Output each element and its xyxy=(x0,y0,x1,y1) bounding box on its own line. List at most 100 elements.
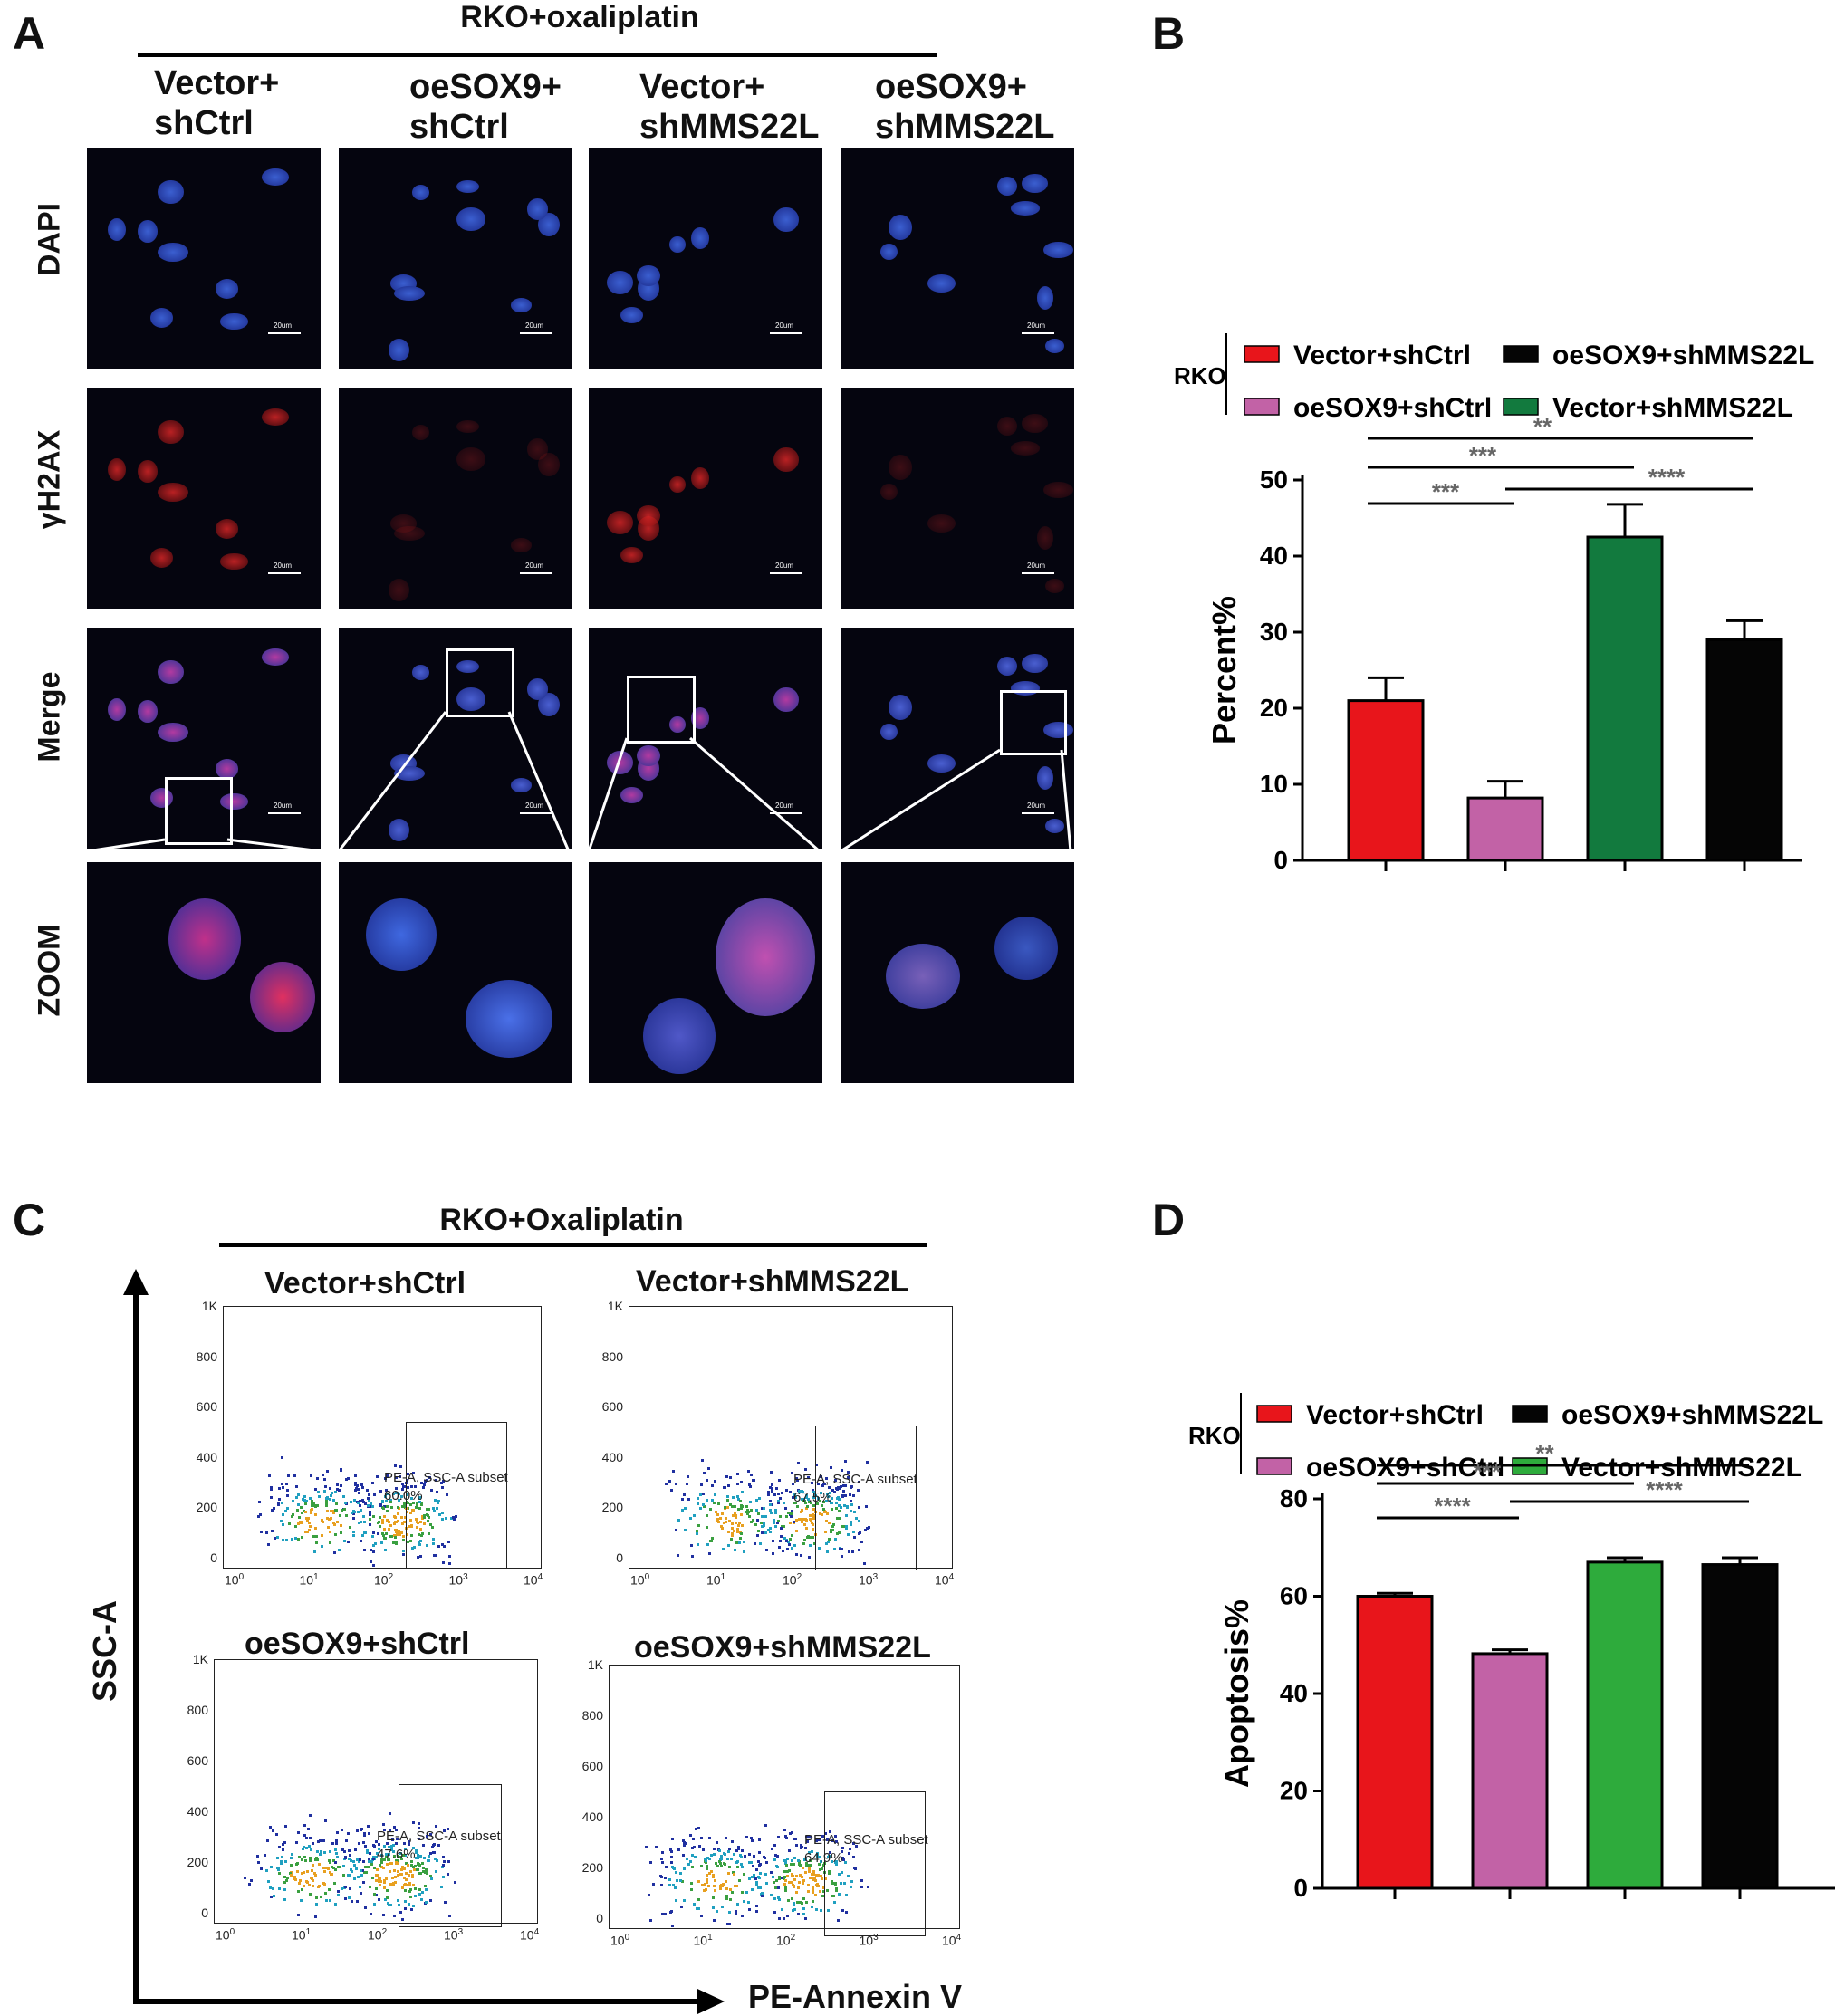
micrograph-zoom-2 xyxy=(339,862,572,1083)
significance-label: **** xyxy=(1434,1493,1471,1520)
bar-chart-apoptosis: RKO Vector+shCtrl oeSOX9+shMMS22L oeSOX9+sh… xyxy=(1188,1393,1835,1902)
flow-y-tick-label: 200 xyxy=(601,1500,623,1515)
y-tick-label: 80 xyxy=(1280,1484,1308,1512)
flow-plot-area xyxy=(629,1306,953,1569)
legend-swatch xyxy=(1244,398,1280,416)
micrograph-dapi-4: 20um xyxy=(841,148,1074,369)
micrograph-merge-2: 20um xyxy=(339,628,572,849)
flow-y-tick-label: 200 xyxy=(196,1500,217,1515)
flow-x-tick-label: 101 xyxy=(706,1572,726,1588)
scale-label: 20um xyxy=(274,562,293,570)
bar xyxy=(1471,1652,1549,1890)
flow-y-tick-label: 0 xyxy=(210,1550,217,1565)
y-tick-label: 40 xyxy=(1280,1679,1308,1707)
flow-x-tick-exponent: 0 xyxy=(644,1572,650,1582)
flow-gate-percent: 47.6% xyxy=(377,1847,416,1862)
micrograph-γh2ax-3: 20um xyxy=(589,388,822,609)
y-tick-label: 10 xyxy=(1260,770,1288,798)
panel-c-header: RKO+Oxaliplatin xyxy=(439,1203,684,1237)
panel-letter-b: B xyxy=(1152,8,1186,59)
flow-gate-box xyxy=(824,1791,926,1936)
scale-label: 20um xyxy=(1027,322,1046,330)
panel-a-col-label-4: oeSOX9+ shMMS22L xyxy=(875,68,1055,146)
flow-x-tick-exponent: 4 xyxy=(956,1933,962,1943)
micrograph-zoom-3 xyxy=(589,862,822,1083)
flow-gate-percent: 60.0% xyxy=(384,1488,423,1503)
significance-label: ** xyxy=(1533,413,1552,440)
flow-x-tick-label: 100 xyxy=(630,1572,650,1588)
scale-label: 20um xyxy=(1027,562,1046,570)
micrograph-dapi-2: 20um xyxy=(339,148,572,369)
flow-x-tick-exponent: 2 xyxy=(790,1933,796,1943)
flow-plot-title: oeSOX9+shMMS22L xyxy=(634,1630,931,1665)
scale-label: 20um xyxy=(274,322,293,330)
scale-label: 20um xyxy=(525,322,544,330)
zoom-region-box-4 xyxy=(1000,690,1067,755)
flow-x-tick-label: 102 xyxy=(374,1572,394,1588)
flow-x-tick-exponent: 2 xyxy=(388,1572,394,1582)
panel-a-header: RKO+oxaliplatin xyxy=(460,0,699,34)
flow-y-tick-label: 800 xyxy=(196,1349,217,1364)
legend-swatch xyxy=(1256,1405,1292,1423)
y-axis-label: Percent% xyxy=(1206,596,1243,744)
scale-label: 20um xyxy=(775,562,794,570)
flow-y-tick-label: 1K xyxy=(192,1652,208,1666)
flow-gate-label: PE-A, SSC-A subset xyxy=(377,1829,501,1844)
flow-plot-area xyxy=(609,1665,960,1929)
micrograph-dapi-1: 20um xyxy=(87,148,321,369)
flow-x-tick-label: 104 xyxy=(520,1927,540,1943)
flow-x-tick-exponent: 1 xyxy=(305,1927,312,1937)
scale-bar xyxy=(520,572,552,574)
flow-x-tick-exponent: 0 xyxy=(624,1933,630,1943)
flow-gate-label: PE-A, SSC-A subset xyxy=(804,1832,928,1848)
legend-label: Vector+shMMS22L xyxy=(1552,393,1793,423)
zoom-region-box-2 xyxy=(446,648,514,717)
zoom-connector-lines xyxy=(86,711,1072,853)
legend-swatch xyxy=(1503,398,1539,416)
flow-x-tick-exponent: 2 xyxy=(796,1572,802,1582)
bar xyxy=(1701,1563,1779,1890)
flow-gate-box xyxy=(815,1426,917,1570)
y-tick-label: 30 xyxy=(1260,618,1288,646)
flow-x-tick-label: 100 xyxy=(225,1572,245,1588)
flow-x-tick-exponent: 0 xyxy=(229,1927,235,1937)
flow-x-tick-label: 100 xyxy=(610,1933,630,1948)
bar xyxy=(1466,796,1544,862)
scale-bar xyxy=(1022,572,1054,574)
y-tick-label: 20 xyxy=(1260,694,1288,722)
scale-label: 20um xyxy=(775,802,794,810)
flow-x-tick-exponent: 2 xyxy=(381,1927,388,1937)
panel-letter-d: D xyxy=(1152,1195,1186,1245)
micrograph-zoom-4 xyxy=(841,862,1074,1083)
flow-x-tick-exponent: 3 xyxy=(873,1933,879,1943)
panel-a-header-line xyxy=(138,53,937,57)
zoom-region-box-1 xyxy=(165,777,233,845)
flow-x-tick-label: 104 xyxy=(524,1572,543,1588)
flow-x-tick-exponent: 1 xyxy=(313,1572,319,1582)
bar xyxy=(1586,1560,1664,1890)
y-tick-label: 60 xyxy=(1280,1582,1308,1610)
flow-x-tick-label: 101 xyxy=(693,1933,713,1948)
flow-y-tick-label: 400 xyxy=(601,1449,623,1464)
bar xyxy=(1586,535,1664,862)
panel-letter-c: C xyxy=(13,1195,46,1245)
flow-y-tick-label: 0 xyxy=(596,1911,603,1925)
scale-label: 20um xyxy=(775,322,794,330)
legend-swatch xyxy=(1244,345,1280,363)
bar xyxy=(1356,1595,1434,1890)
flow-x-tick-label: 104 xyxy=(942,1933,962,1948)
flow-y-tick-label: 400 xyxy=(581,1810,603,1824)
flow-x-tick-label: 101 xyxy=(292,1927,312,1943)
micrograph-merge-4: 20um xyxy=(841,628,1074,849)
flow-y-tick-label: 200 xyxy=(187,1855,208,1869)
scale-bar xyxy=(520,812,552,814)
flow-y-tick-label: 0 xyxy=(201,1906,208,1920)
panel-a-col-label-2: oeSOX9+ shCtrl xyxy=(409,68,562,146)
legend-swatch xyxy=(1503,345,1539,363)
scale-bar xyxy=(1022,812,1054,814)
significance-label: **** xyxy=(1646,1476,1683,1503)
flow-x-tick-exponent: 4 xyxy=(533,1927,540,1937)
flow-y-tick-label: 1K xyxy=(607,1299,623,1313)
scale-bar xyxy=(520,332,552,334)
flow-y-tick-label: 800 xyxy=(581,1708,603,1723)
